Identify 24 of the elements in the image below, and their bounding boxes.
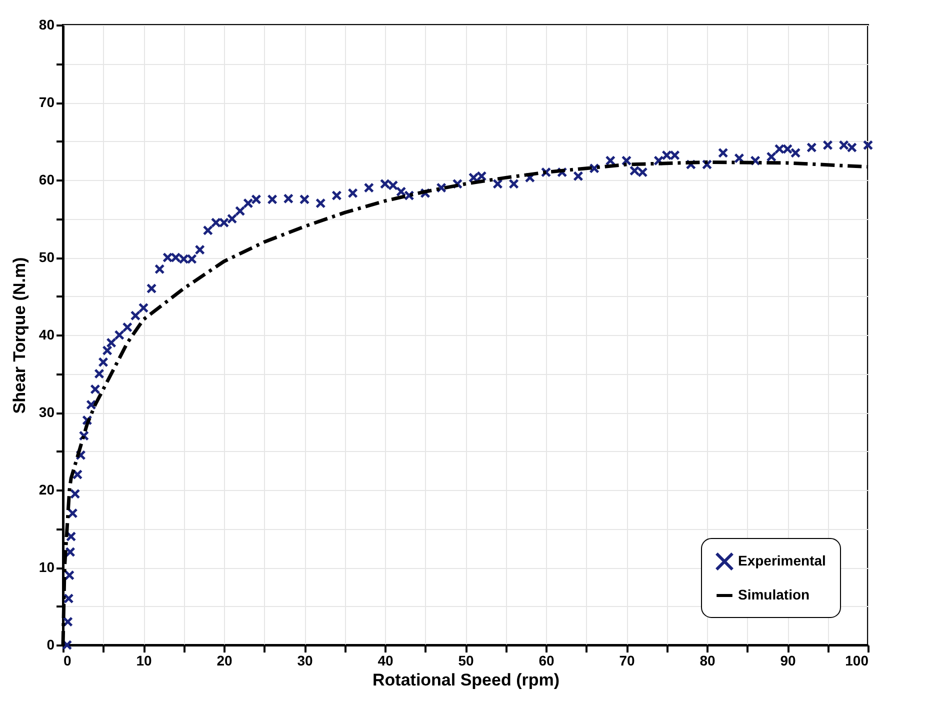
x-tick-label: 100 xyxy=(845,652,869,668)
x-tick-label: 0 xyxy=(64,652,72,668)
x-tick-label: 40 xyxy=(378,652,394,668)
x-tick-label: 30 xyxy=(297,652,313,668)
x-tick-label: 90 xyxy=(780,652,796,668)
x-tick-label: 50 xyxy=(458,652,474,668)
y-tick-label: 10 xyxy=(38,559,55,575)
y-tick-label: 80 xyxy=(38,16,55,32)
y-tick-label: 30 xyxy=(38,404,55,420)
legend-label: Experimental xyxy=(738,552,826,568)
y-tick-label: 50 xyxy=(38,249,55,265)
y-tick-label: 60 xyxy=(38,172,55,188)
x-tick-label: 70 xyxy=(619,652,635,668)
x-tick-label: 60 xyxy=(538,652,554,668)
y-tick-label: 40 xyxy=(38,326,55,342)
x-tick-label: 80 xyxy=(700,652,716,668)
x-tick-label: 10 xyxy=(136,652,152,668)
y-tick-label: 70 xyxy=(38,94,55,110)
x-axis-title: Rotational Speed (rpm) xyxy=(372,670,560,690)
x-tick-label: 20 xyxy=(216,652,232,668)
legend-label: Simulation xyxy=(738,586,810,602)
y-tick-label: 20 xyxy=(38,482,55,498)
y-axis-title: Shear Torque (N.m) xyxy=(10,257,29,414)
y-tick-label: 0 xyxy=(46,636,55,652)
